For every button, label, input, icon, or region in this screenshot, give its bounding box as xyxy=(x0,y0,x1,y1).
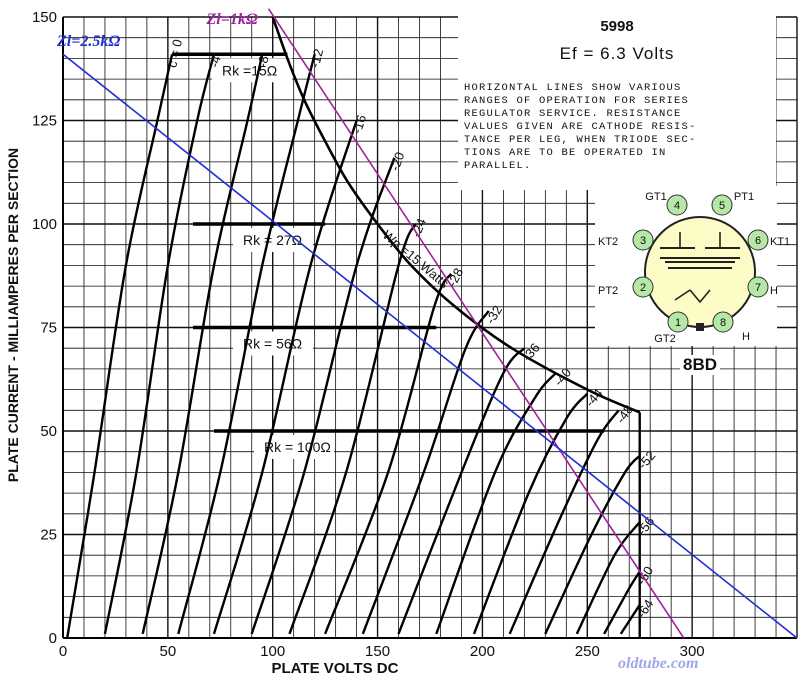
pin-number: 6 xyxy=(755,235,761,247)
socket-pin xyxy=(711,194,733,216)
operating-range-label: Rk = 27Ω xyxy=(243,232,302,248)
plate-curve xyxy=(544,454,641,635)
operating-range-label: Rk = 56Ω xyxy=(243,336,302,352)
operating-range-label: Rk =15Ω xyxy=(222,62,277,78)
socket-pin xyxy=(632,276,654,298)
x-tick-label: 200 xyxy=(470,643,495,660)
range-label-bg xyxy=(212,58,293,83)
x-tick-label: 0 xyxy=(59,643,67,660)
pin-number: 7 xyxy=(755,282,761,294)
curve-label: -16 xyxy=(349,113,369,135)
plate-curve xyxy=(472,392,589,635)
y-tick-label: 100 xyxy=(32,216,57,233)
range-label-bg xyxy=(233,228,314,252)
pin-name: GT1 xyxy=(645,191,666,203)
load-line xyxy=(267,8,685,639)
load-line-label: Zl=1kΩ xyxy=(206,11,258,28)
pin-number: 4 xyxy=(674,200,680,212)
plate-curve xyxy=(397,347,526,635)
pin-name: PT1 xyxy=(734,191,754,203)
max-dissipation-curve xyxy=(271,16,641,414)
socket-pin xyxy=(747,229,769,251)
tube-type: 5998 xyxy=(600,18,634,35)
pin-number: 1 xyxy=(675,317,681,329)
pin-name: H xyxy=(742,331,750,343)
plate-curve xyxy=(361,310,490,635)
operating-range-label: Rk = 100Ω xyxy=(264,439,331,455)
info-panel: 5998 Ef = 6.3 Volts HORIZONTAL LINES SHO… xyxy=(458,12,776,190)
plate-curve xyxy=(575,521,641,635)
plate-curve xyxy=(435,372,557,635)
filament-voltage: Ef = 6.3 Volts xyxy=(559,44,675,63)
curve-label: -36 xyxy=(519,340,543,364)
plate-curve xyxy=(212,120,358,635)
plate-curve xyxy=(103,54,216,635)
plate-curve xyxy=(66,54,174,639)
socket-type-label: 8BD xyxy=(680,355,721,375)
regulator-note: HORIZONTAL LINES SHOW VARIOUS RANGES OF … xyxy=(464,82,697,172)
electrode-leads xyxy=(674,232,721,304)
y-axis-title: PLATE CURRENT - MILLIAMPERES PER SECTION xyxy=(5,148,21,482)
axis-titles: PLATE VOLTS DC PLATE CURRENT - MILLIAMPE… xyxy=(5,148,399,677)
pin-number: 5 xyxy=(719,200,725,212)
socket-key xyxy=(696,323,704,331)
pin-name: PT2 xyxy=(598,285,618,297)
plate-curve xyxy=(619,604,641,635)
tick-labels: 0 50 100 150 200 250 300 0 25 50 75 100 125 150 xyxy=(32,9,705,660)
y-tick-label: 125 xyxy=(32,113,57,130)
y-tick-label: 75 xyxy=(40,320,57,337)
pin-number: 8 xyxy=(720,317,726,329)
operating-ranges: Rk =15Ω Rk = 27Ω Rk = 56Ω Rk = 100Ω xyxy=(172,52,605,459)
pin-number: 2 xyxy=(640,282,646,294)
x-axis-title: PLATE VOLTS DC xyxy=(272,660,399,677)
y-tick-label: 25 xyxy=(40,527,57,544)
x-tick-label: 300 xyxy=(680,643,705,660)
socket-body xyxy=(644,216,756,328)
plate-curve xyxy=(177,54,316,635)
pin-name: KT2 xyxy=(598,236,618,248)
curve-label: -28 xyxy=(444,266,466,290)
pin-name: KT1 xyxy=(770,236,790,248)
curve-label: -12 xyxy=(307,47,326,69)
plate-curve xyxy=(508,409,620,635)
curve-label: -4 xyxy=(206,54,223,69)
pin-name: GT2 xyxy=(654,333,675,345)
x-tick-label: 150 xyxy=(365,643,390,660)
plate-curve xyxy=(141,54,264,635)
x-tick-label: 100 xyxy=(260,643,285,660)
curve-label: c = 0 xyxy=(164,38,185,69)
socket-pin xyxy=(712,311,734,333)
y-tick-label: 50 xyxy=(40,423,57,440)
load-line-label: Zl=2.5kΩ xyxy=(56,33,120,50)
pin-name: H xyxy=(770,285,778,297)
socket-pin xyxy=(747,276,769,298)
y-tick-label: 150 xyxy=(32,9,57,26)
curve-label: -32 xyxy=(483,303,506,327)
socket-pin xyxy=(667,311,689,333)
curve-label: -48 xyxy=(613,402,636,426)
axes xyxy=(62,17,797,639)
curve-label: -8 xyxy=(254,54,271,69)
plate-curve xyxy=(250,157,396,635)
x-tick-label: 50 xyxy=(160,643,177,660)
load-lines: Zl=1kΩ Zl=2.5kΩ xyxy=(56,8,798,639)
plate-curve xyxy=(288,223,417,635)
watermark: oldtube.com xyxy=(618,655,699,672)
curve-label: -24 xyxy=(408,216,429,239)
socket-pin xyxy=(632,229,654,251)
y-tick-label: 0 xyxy=(49,630,57,647)
socket-pin xyxy=(666,194,688,216)
x-tick-label: 250 xyxy=(575,643,600,660)
plate-curves xyxy=(66,54,641,639)
curve-label: -20 xyxy=(387,150,407,173)
load-line xyxy=(62,53,798,639)
plate-curve xyxy=(323,273,453,635)
plate-curve xyxy=(603,571,641,635)
electrode-lines xyxy=(660,247,740,269)
pin-number: 3 xyxy=(640,235,646,247)
